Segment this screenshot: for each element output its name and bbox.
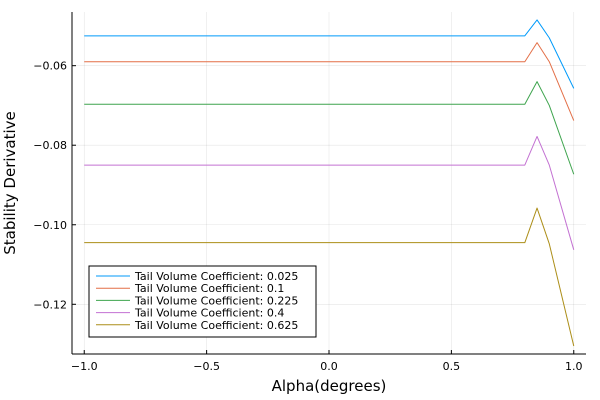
- legend-label-3: Tail Volume Coefficient: 0.225: [134, 294, 298, 307]
- series-line-3: [84, 81, 575, 175]
- x-tick-label: 1.0: [565, 360, 583, 373]
- x-tick-label: 0.5: [443, 360, 461, 373]
- legend-label-2: Tail Volume Coefficient: 0.1: [134, 282, 284, 295]
- axes: [71, 12, 586, 355]
- legend-label-1: Tail Volume Coefficient: 0.025: [134, 270, 298, 283]
- y-tick-label: −0.06: [33, 60, 67, 73]
- x-axis-title: Alpha(degrees): [272, 377, 387, 395]
- series-line-1: [84, 19, 575, 89]
- x-tick-label: −1.0: [71, 360, 98, 373]
- series-line-4: [84, 135, 575, 250]
- x-tick-label: −0.5: [193, 360, 220, 373]
- y-tick-label: −0.10: [33, 219, 67, 232]
- y-axis-title: Stability Derivative: [1, 111, 19, 254]
- legend-label-4: Tail Volume Coefficient: 0.4: [134, 307, 284, 320]
- x-tick-label: 0.0: [320, 360, 338, 373]
- legend-label-5: Tail Volume Coefficient: 0.625: [134, 319, 298, 332]
- y-tick-label: −0.08: [33, 139, 67, 152]
- tick-labels: −1.0 −0.5 0.0 0.5 1.0 −0.12 −0.10 −0.08 −0.06: [33, 60, 582, 373]
- series-line-2: [84, 42, 575, 121]
- y-tick-label: −0.12: [33, 298, 67, 311]
- series-line-5: [84, 207, 575, 347]
- series-lines: [84, 19, 575, 347]
